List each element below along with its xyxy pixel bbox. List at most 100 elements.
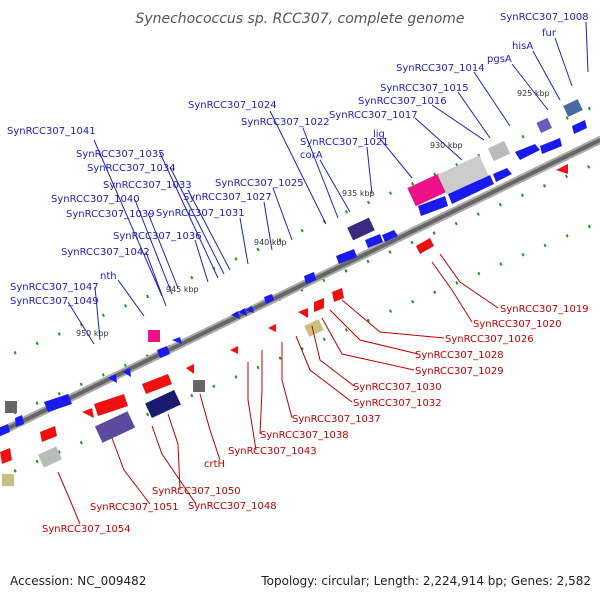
- gene-label: SynRCC307_1014: [396, 63, 485, 74]
- reverse-genes: [0, 164, 568, 464]
- gene-reverse: [82, 408, 94, 418]
- gene-label: hisA: [512, 41, 533, 52]
- gene-label: SynRCC307_1016: [358, 96, 447, 107]
- gene-block: [536, 117, 552, 133]
- gene-label: SynRCC307_1039: [66, 209, 155, 220]
- gene-label: SynRCC307_1025: [215, 178, 304, 189]
- gene-label: fur: [542, 28, 557, 39]
- gene-block: [304, 319, 324, 337]
- gene-label: SynRCC307_1008: [500, 12, 589, 23]
- gene-label: SynRCC307_1041: [7, 126, 96, 137]
- gene-label: SynRCC307_1033: [103, 180, 192, 191]
- gene-label: SynRCC307_1040: [51, 194, 140, 205]
- gene-label: SynRCC307_1051: [90, 502, 179, 513]
- gene-label: SynRCC307_1036: [113, 231, 202, 242]
- gene-label: SynRCC307_1024: [188, 100, 277, 111]
- gene-label: SynRCC307_1029: [415, 366, 504, 377]
- gene-forward: [304, 272, 316, 284]
- map-title: Synechococcus sp. RCC307, complete genom…: [135, 11, 464, 27]
- gene-block: [94, 411, 136, 443]
- gene-label: SynRCC307_1032: [353, 398, 442, 409]
- gene-block: [193, 380, 205, 392]
- gene-block: [5, 401, 17, 413]
- reverse-blocks: [2, 319, 324, 486]
- gene-block: [347, 217, 375, 241]
- gene-block: [487, 140, 511, 162]
- gene-label: nth: [100, 271, 117, 282]
- gene-reverse: [0, 448, 12, 464]
- gene-forward: [123, 368, 131, 377]
- gene-forward: [245, 306, 254, 313]
- gene-block: [407, 173, 448, 207]
- accession-text: Accession: NC_009482: [10, 574, 147, 588]
- forward-genes: [0, 120, 587, 436]
- gene-block: [148, 330, 160, 342]
- gene-label: SynRCC307_1037: [292, 414, 381, 425]
- forward-blocks: [5, 99, 583, 413]
- gene-reverse: [268, 324, 276, 332]
- lower-gene-labels: SynRCC307_1019 SynRCC307_1020 SynRCC307_…: [42, 304, 589, 535]
- topology-summary: Topology: circular; Length: 2,224,914 bp…: [261, 574, 591, 588]
- gene-forward: [157, 346, 170, 358]
- gene-reverse: [94, 394, 128, 416]
- gene-block: [563, 99, 583, 117]
- gene-block: [37, 446, 63, 468]
- gene-reverse: [298, 308, 308, 318]
- genome-backbone: [0, 136, 600, 437]
- gene-label: corA: [300, 150, 323, 161]
- gene-label: SynRCC307_1026: [445, 334, 534, 345]
- gene-label: SynRCC307_1034: [87, 163, 176, 174]
- gene-label: pgsA: [487, 54, 512, 65]
- gene-label: SynRCC307_1043: [228, 446, 317, 457]
- gene-label: SynRCC307_1015: [380, 83, 469, 94]
- gene-forward: [336, 249, 357, 264]
- gene-label: SynRCC307_1017: [329, 110, 418, 121]
- gene-label: SynRCC307_1027: [183, 192, 272, 203]
- gene-label: SynRCC307_1038: [260, 430, 349, 441]
- gene-label: SynRCC307_1049: [10, 296, 99, 307]
- gene-reverse: [416, 238, 434, 254]
- gene-forward: [572, 120, 587, 134]
- gene-label: SynRCC307_1022: [241, 117, 330, 128]
- tick-label: 945 kbp: [166, 285, 199, 294]
- gene-label: lig: [373, 129, 385, 140]
- gene-forward: [0, 424, 10, 436]
- gene-reverse: [332, 288, 344, 302]
- gene-reverse: [186, 364, 194, 374]
- gene-reverse: [230, 346, 238, 354]
- gene-label: SynRCC307_1019: [500, 304, 589, 315]
- gene-label: SynRCC307_1054: [42, 524, 131, 535]
- gene-label: SynRCC307_1030: [353, 382, 442, 393]
- gene-block: [437, 155, 489, 195]
- gene-forward: [15, 415, 24, 427]
- gene-label: SynRCC307_1031: [156, 208, 245, 219]
- gene-forward: [44, 394, 72, 412]
- gene-reverse: [314, 298, 324, 312]
- gene-forward: [264, 294, 274, 304]
- gene-block: [2, 474, 14, 486]
- gene-forward: [418, 196, 448, 216]
- gene-forward: [231, 311, 240, 319]
- gene-block: [145, 389, 181, 419]
- tick-label: 935 kbp: [342, 189, 375, 198]
- upper-gene-labels: SynRCC307_1008 fur hisA pgsA SynRCC307_1…: [7, 12, 589, 307]
- gene-label: SynRCC307_1028: [415, 350, 504, 361]
- gene-forward: [382, 230, 398, 242]
- gene-forward: [493, 168, 512, 182]
- gene-label: SynRCC307_1035: [76, 149, 165, 160]
- gene-forward: [448, 175, 494, 204]
- tick-label: 950 kbp: [76, 329, 109, 338]
- gene-forward: [365, 234, 383, 248]
- gene-forward: [238, 308, 247, 316]
- gene-label: SynRCC307_1020: [473, 319, 562, 330]
- gene-label: SynRCC307_1042: [61, 247, 150, 258]
- blue-leaders: [67, 21, 589, 345]
- red-leaders: [57, 253, 499, 525]
- gene-label: SynRCC307_1048: [188, 501, 277, 512]
- gene-reverse: [40, 426, 57, 442]
- gene-forward: [515, 144, 540, 160]
- gene-label: SynRCC307_1050: [152, 486, 241, 497]
- tick-label: 925 kbp: [517, 89, 550, 98]
- gene-forward: [540, 138, 562, 154]
